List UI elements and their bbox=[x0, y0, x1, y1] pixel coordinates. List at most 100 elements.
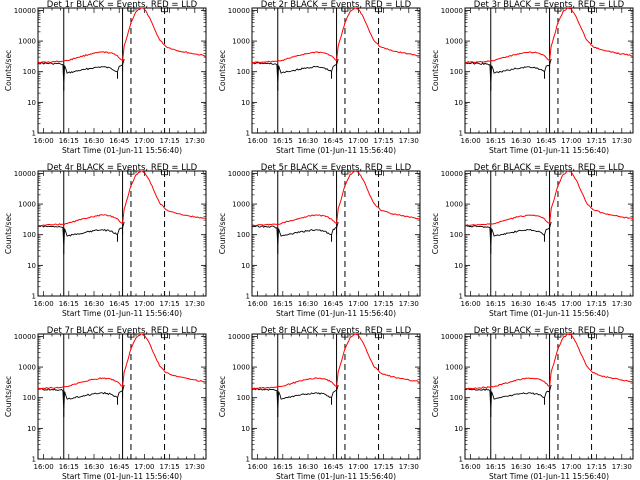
y-tick-label: 1000 bbox=[445, 364, 463, 372]
lld-series-line bbox=[464, 170, 634, 227]
x-axis-title: Start Time (01-Jun-11 15:56:40) bbox=[62, 146, 182, 155]
flag-mark bbox=[161, 6, 168, 13]
panel-1: Det 1r BLACK = Events, RED = LLD 1 10 100 10… bbox=[4, 0, 207, 155]
x-tick-label: 16:00 bbox=[461, 137, 481, 145]
y-tick-label: 10000 bbox=[228, 333, 250, 341]
y-tick-label: 100 bbox=[23, 394, 36, 402]
events-series-line bbox=[37, 58, 125, 84]
y-tick-label: 1000 bbox=[232, 38, 250, 46]
panel-5: Det 5r BLACK = Events, RED = LLD 1 10 100 10… bbox=[218, 163, 421, 318]
events-series-line bbox=[251, 384, 339, 410]
panel-title: Det 7r BLACK = Events, RED = LLD bbox=[47, 326, 198, 336]
y-tick-label: 10000 bbox=[228, 7, 250, 15]
flag-mark bbox=[588, 169, 595, 176]
y-tick-label: 100 bbox=[237, 68, 250, 76]
x-tick-label: 17:15 bbox=[160, 300, 180, 308]
y-tick-label: 1 bbox=[246, 293, 250, 301]
y-axis-title: Counts/sec bbox=[4, 50, 13, 91]
x-tick-label: 16:45 bbox=[109, 300, 129, 308]
x-tick-label: 16:00 bbox=[248, 300, 268, 308]
x-tick-label: 17:30 bbox=[612, 463, 632, 471]
flag-mark bbox=[375, 169, 382, 176]
y-tick-label: 1000 bbox=[18, 364, 36, 372]
x-tick-label: 17:30 bbox=[612, 137, 632, 145]
y-tick-label: 1000 bbox=[445, 201, 463, 209]
y-axis-title: Counts/sec bbox=[4, 376, 13, 417]
x-tick-label: 16:15 bbox=[273, 300, 293, 308]
y-axis-title: Counts/sec bbox=[431, 213, 440, 254]
x-tick-label: 16:15 bbox=[486, 300, 506, 308]
y-tick-label: 10 bbox=[454, 425, 463, 433]
panel-title: Det 1r BLACK = Events, RED = LLD bbox=[47, 0, 198, 10]
y-axis-title: Counts/sec bbox=[218, 213, 227, 254]
flag-mark bbox=[161, 332, 168, 339]
x-tick-label: 17:30 bbox=[399, 137, 419, 145]
flag-mark bbox=[161, 169, 168, 176]
plot-frame bbox=[37, 7, 207, 134]
flag-mark bbox=[127, 332, 135, 338]
x-axis-title: Start Time (01-Jun-11 15:56:40) bbox=[62, 309, 182, 318]
x-tick-label: 16:00 bbox=[248, 463, 268, 471]
y-tick-label: 10000 bbox=[441, 7, 463, 15]
x-tick-label: 16:00 bbox=[34, 300, 54, 308]
events-series-line bbox=[251, 221, 339, 247]
flag-mark bbox=[127, 169, 135, 175]
flag-mark bbox=[554, 332, 562, 338]
events-series-line bbox=[251, 58, 339, 84]
events-series-line bbox=[464, 221, 552, 247]
y-tick-label: 1 bbox=[459, 456, 463, 464]
x-axis-title: Start Time (01-Jun-11 15:56:40) bbox=[62, 472, 182, 480]
y-tick-label: 10000 bbox=[14, 333, 36, 341]
x-tick-label: 16:15 bbox=[59, 137, 79, 145]
y-axis-title: Counts/sec bbox=[431, 376, 440, 417]
x-tick-label: 16:15 bbox=[59, 463, 79, 471]
plot-frame bbox=[251, 7, 421, 134]
y-tick-label: 1000 bbox=[232, 364, 250, 372]
y-tick-label: 1000 bbox=[18, 38, 36, 46]
x-tick-label: 16:15 bbox=[59, 300, 79, 308]
x-tick-label: 16:45 bbox=[536, 137, 556, 145]
x-tick-label: 16:45 bbox=[109, 463, 129, 471]
x-tick-label: 16:15 bbox=[486, 463, 506, 471]
panel-2: Det 2r BLACK = Events, RED = LLD 1 10 100 10… bbox=[218, 0, 421, 155]
panel-7: Det 7r BLACK = Events, RED = LLD 1 10 100 10… bbox=[4, 326, 207, 480]
x-axis-title: Start Time (01-Jun-11 15:56:40) bbox=[276, 472, 396, 480]
x-tick-label: 16:45 bbox=[323, 137, 343, 145]
y-tick-label: 10 bbox=[241, 425, 250, 433]
x-tick-label: 16:45 bbox=[109, 137, 129, 145]
x-tick-label: 16:30 bbox=[511, 300, 531, 308]
x-tick-label: 17:30 bbox=[612, 300, 632, 308]
x-tick-label: 16:00 bbox=[34, 137, 54, 145]
x-tick-label: 17:30 bbox=[185, 137, 205, 145]
x-tick-label: 17:00 bbox=[348, 463, 368, 471]
plot-frame bbox=[464, 333, 634, 460]
y-axis-title: Counts/sec bbox=[4, 213, 13, 254]
panel-title: Det 4r BLACK = Events, RED = LLD bbox=[47, 163, 198, 173]
x-tick-label: 17:30 bbox=[185, 463, 205, 471]
x-tick-label: 16:00 bbox=[461, 463, 481, 471]
x-axis-title: Start Time (01-Jun-11 15:56:40) bbox=[489, 146, 609, 155]
plot-frame bbox=[464, 170, 634, 297]
y-tick-label: 1 bbox=[246, 130, 250, 138]
y-tick-label: 100 bbox=[237, 231, 250, 239]
x-tick-label: 16:30 bbox=[298, 137, 318, 145]
x-tick-label: 16:15 bbox=[273, 137, 293, 145]
panel-title: Det 2r BLACK = Events, RED = LLD bbox=[261, 0, 412, 10]
x-tick-label: 16:45 bbox=[323, 300, 343, 308]
events-series-line bbox=[37, 221, 125, 247]
y-tick-label: 1 bbox=[32, 130, 36, 138]
x-tick-label: 17:15 bbox=[374, 463, 394, 471]
panel-4: Det 4r BLACK = Events, RED = LLD 1 10 100 10… bbox=[4, 163, 207, 318]
y-tick-label: 1000 bbox=[18, 201, 36, 209]
x-tick-label: 17:15 bbox=[374, 137, 394, 145]
x-tick-label: 16:15 bbox=[486, 137, 506, 145]
y-tick-label: 100 bbox=[23, 68, 36, 76]
flag-mark bbox=[341, 169, 349, 175]
y-tick-label: 1 bbox=[32, 293, 36, 301]
panel-title: Det 5r BLACK = Events, RED = LLD bbox=[261, 163, 412, 173]
x-tick-label: 17:00 bbox=[348, 137, 368, 145]
lld-series-line bbox=[37, 170, 207, 227]
x-tick-label: 17:15 bbox=[587, 300, 607, 308]
x-tick-label: 16:30 bbox=[84, 137, 104, 145]
